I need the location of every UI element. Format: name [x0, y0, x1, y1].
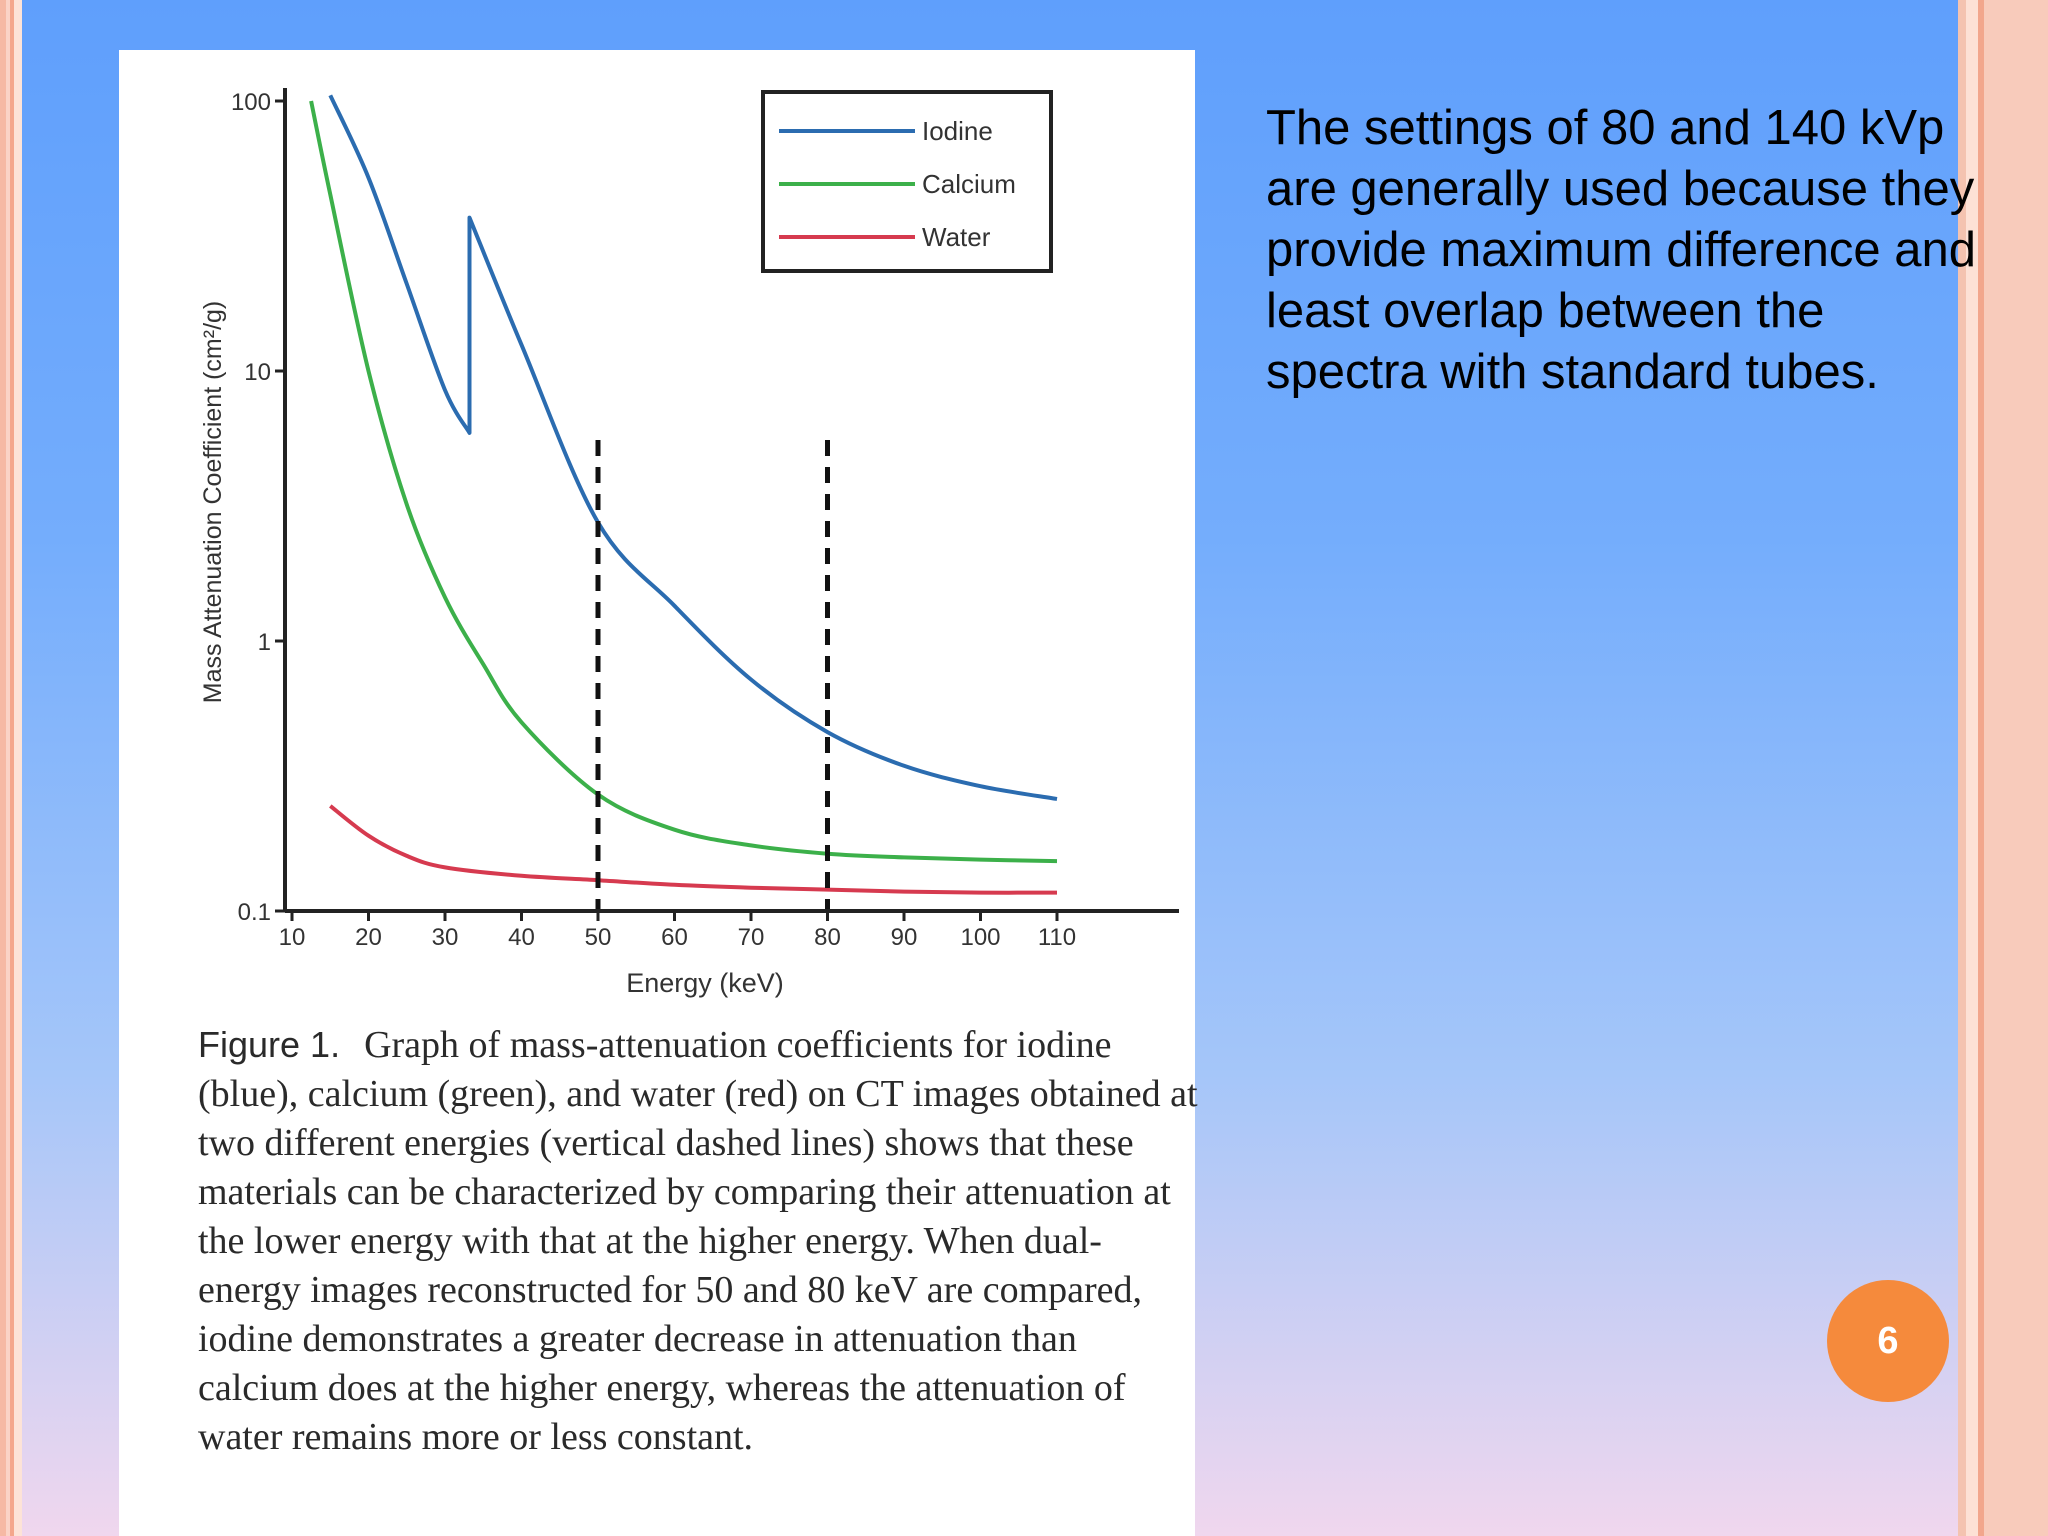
caption-text: Graph of mass-attenuation coefficients f…: [198, 1024, 1198, 1458]
left-decorative-border: [0, 0, 22, 1536]
right-decorative-border: [1958, 0, 2048, 1536]
x-tick-label: 100: [960, 924, 1000, 951]
legend-label-iodine: Iodine: [922, 116, 993, 146]
series-line-iodine: [328, 94, 1058, 801]
x-tick-label: 70: [738, 924, 765, 951]
slide-body-text: The settings of 80 and 140 kVp are gener…: [1266, 101, 1976, 399]
y-tick-label: 10: [244, 359, 271, 386]
reference-lines: [595, 440, 830, 911]
x-tick-label: 80: [814, 924, 841, 951]
figure-caption: Figure 1. Graph of mass-attenuation coeff…: [198, 1020, 1198, 1462]
x-tick-label: 50: [585, 924, 612, 951]
x-tick-label: 110: [1038, 924, 1076, 951]
y-axis-label: Mass Attenuation Coefficient (cm²/g): [199, 301, 227, 704]
legend-label-water: Water: [922, 222, 991, 252]
series-lines: [309, 94, 1058, 895]
x-tick-label: 90: [891, 924, 918, 951]
x-tick-label: 40: [508, 924, 535, 951]
x-tick-label: 30: [432, 924, 459, 951]
series-line-calcium: [309, 100, 1058, 864]
series-line-water: [329, 804, 1058, 895]
y-tick-label: 0.1: [238, 899, 271, 926]
page-number-badge: 6: [1827, 1280, 1949, 1402]
x-tick-label: 60: [661, 924, 688, 951]
caption-label: Figure 1.: [198, 1024, 341, 1065]
tick-labels: 10 20 30 40 50 60 70 80 90 100 110 100 10 1 0.1: [231, 89, 1076, 951]
legend-label-calcium: Calcium: [922, 169, 1016, 199]
x-tick-label: 20: [355, 924, 382, 951]
x-tick-label: 10: [279, 924, 306, 951]
y-tick-label: 100: [231, 89, 271, 116]
legend-box: [761, 90, 1053, 273]
figure-panel: 10 20 30 40 50 60 70 80 90 100 110 100 10 1 0.1 Energy…: [119, 50, 1198, 1536]
attenuation-chart: 10 20 30 40 50 60 70 80 90 100 110 100 10 1 0.1 Energy…: [199, 88, 1179, 998]
legend: Iodine Calcium Water: [761, 90, 1053, 273]
axes: [283, 88, 1179, 913]
y-tick-label: 1: [258, 629, 271, 656]
x-axis-label: Energy (keV): [626, 968, 784, 998]
